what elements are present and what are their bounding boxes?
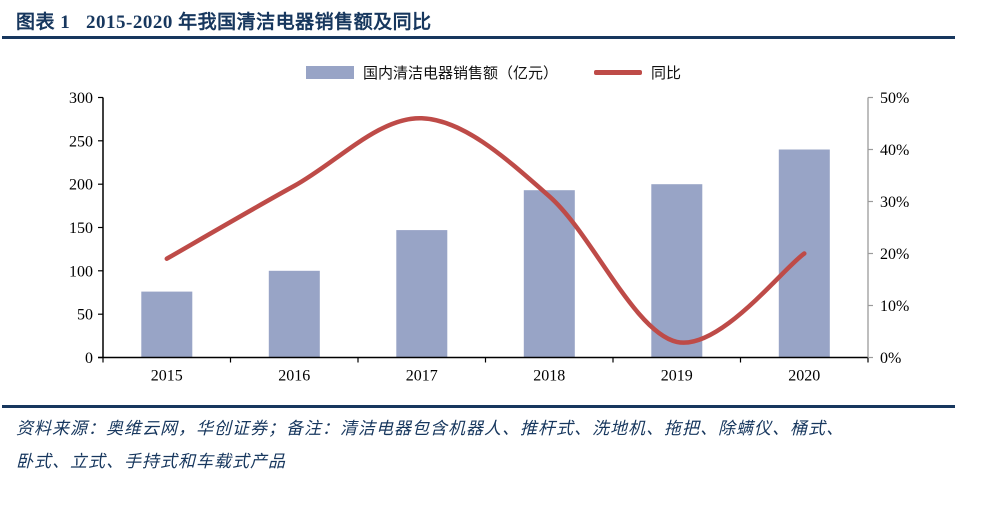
yoy-line [164,116,807,345]
source-note-line1: 资料来源：奥维云网，华创证券；备注：清洁电器包含机器人、推杆式、洗地机、拖把、除… [16,419,844,438]
x-axis-tick-label: 2018 [533,368,565,385]
left-axis-tick-label: 150 [69,220,93,237]
legend-item-sales: 国内清洁电器销售额（亿元） [305,62,558,83]
left-axis-tick-label: 0 [85,350,93,367]
right-axis-tick-label: 10% [880,298,909,315]
line-series-swatch [594,70,642,75]
left-axis-tick-label: 200 [69,177,93,194]
legend-item-yoy: 同比 [594,62,681,83]
bar-2019 [651,184,703,358]
bar-series-label: 国内清洁电器销售额（亿元） [362,66,558,82]
line-series-label: 同比 [651,66,682,82]
right-axis-tick-label: 30% [880,194,909,211]
x-axis-tick-label: 2015 [151,368,183,385]
left-axis-tick-label: 100 [69,263,93,280]
left-axis-tick-label: 50 [77,307,93,324]
left-axis-tick-label: 300 [69,90,93,107]
bar-2015 [141,291,193,358]
x-axis-tick-label: 2020 [788,368,820,385]
x-axis-tick-label: 2019 [661,368,693,385]
source-note-line2: 卧式、立式、手持式和车载式产品 [16,452,286,471]
title-divider [2,36,955,39]
left-axis-tick-label: 250 [69,133,93,150]
figure-title: 图表 1 2015-2020 年我国清洁电器销售额及同比 [16,12,432,33]
footer-divider [2,405,955,408]
bar-2017 [396,230,448,358]
chart-legend: 国内清洁电器销售额（亿元） 同比 [0,62,987,83]
right-axis-tick-label: 20% [880,246,909,263]
right-axis-tick-label: 0% [880,350,901,367]
x-axis-tick-label: 2016 [278,368,310,385]
x-axis-tick-label: 2017 [406,368,438,385]
right-axis-tick-label: 50% [880,90,909,107]
right-axis-tick-label: 40% [880,142,909,159]
bar-series-swatch [305,66,354,79]
bar-2016 [268,270,320,358]
bar-2018 [523,190,575,358]
